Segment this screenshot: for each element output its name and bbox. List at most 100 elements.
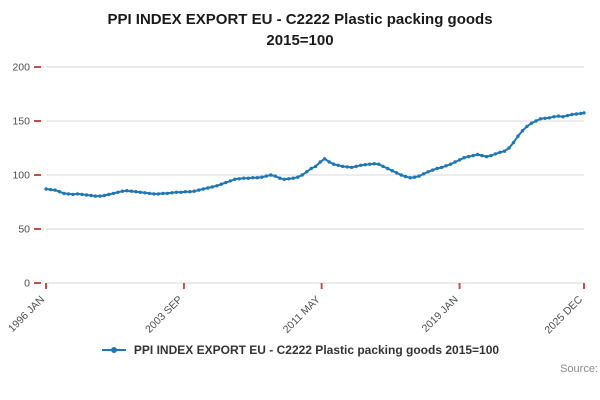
legend-line-marker-icon: [101, 347, 126, 353]
series-point: [62, 191, 66, 196]
series-point: [201, 187, 205, 191]
series-point: [242, 176, 246, 180]
series-point: [538, 117, 543, 121]
series-point: [372, 162, 376, 166]
series-line: [45, 111, 585, 198]
series-point: [197, 188, 201, 192]
series-point: [80, 192, 84, 197]
series-point: [377, 162, 381, 166]
series-point: [466, 154, 471, 159]
series-point: [556, 114, 561, 118]
series-point: [403, 174, 408, 179]
series-point: [525, 124, 529, 129]
series-point: [156, 192, 161, 196]
series-point: [84, 193, 89, 197]
legend-item[interactable]: PPI INDEX EXPORT EU - C2222 Plastic pack…: [0, 343, 600, 357]
series-point: [314, 164, 318, 169]
series-point: [448, 162, 453, 166]
series-point: [57, 190, 62, 194]
series-point: [309, 166, 313, 171]
series-point: [107, 192, 111, 197]
series-point: [368, 162, 372, 166]
series-point: [394, 171, 399, 175]
series-point: [516, 134, 520, 138]
series-point: [71, 192, 75, 197]
series-point: [138, 190, 143, 194]
chart-title-line2: 2015=100: [266, 32, 334, 49]
series-point: [246, 176, 250, 180]
series-point: [116, 190, 120, 194]
series-point: [498, 150, 502, 154]
series-point: [350, 165, 354, 170]
series-point: [296, 175, 300, 179]
series-point: [543, 116, 547, 121]
series-point: [102, 193, 107, 198]
series-point: [435, 166, 439, 171]
series-point: [89, 193, 93, 198]
series-point: [579, 111, 583, 116]
series-point: [161, 191, 165, 196]
series-point: [565, 113, 570, 118]
series-point: [53, 188, 57, 192]
y-tick-label: 50: [18, 224, 30, 236]
series-point: [453, 160, 457, 164]
series-point: [129, 189, 134, 193]
series-point: [260, 175, 264, 179]
series-point: [188, 190, 192, 194]
series-point: [390, 169, 394, 173]
x-tick-label: 2011 MAY: [281, 294, 323, 336]
series-point: [354, 164, 358, 169]
series-point: [412, 175, 417, 179]
series-point: [421, 172, 426, 176]
y-tick-label: 150: [12, 116, 30, 128]
series-point: [264, 174, 268, 178]
plot-area: 0 50 100 150 200 1996 JAN 2003 SEP 2011 MAY 2019…: [0, 51, 600, 339]
series-point: [210, 185, 214, 189]
series-point: [426, 170, 430, 174]
series-point: [215, 184, 219, 188]
series-point: [363, 163, 367, 167]
series-point: [305, 170, 309, 174]
series-point: [44, 187, 48, 191]
series-point: [219, 182, 223, 186]
series-point: [48, 187, 53, 192]
series-point: [507, 146, 511, 150]
y-tick-label: 200: [12, 62, 30, 74]
chart-title: PPI INDEX EXPORT EU - C2222 Plastic pack…: [0, 0, 600, 51]
series-point: [552, 115, 556, 119]
series-point: [165, 191, 170, 196]
series-point: [462, 156, 466, 160]
series-point: [251, 176, 255, 180]
series-point: [489, 153, 493, 158]
series-point: [237, 177, 241, 181]
series-point: [291, 176, 295, 180]
x-tick-label: 1996 JAN: [6, 294, 47, 335]
series-point: [561, 115, 565, 119]
series-point: [381, 164, 385, 169]
series-point: [300, 173, 304, 177]
series-point: [66, 192, 71, 196]
source-label: Source:: [560, 363, 598, 375]
series-point: [457, 158, 462, 162]
series-point: [174, 190, 179, 194]
series-point: [170, 191, 174, 195]
series-point: [529, 121, 534, 125]
x-tick-label: 2019 JAN: [420, 294, 461, 335]
series-point: [475, 152, 480, 157]
series-point: [327, 160, 331, 164]
series-point: [439, 165, 444, 170]
line-chart: 0 50 100 150 200 1996 JAN 2003 SEP 2011 MAY 2019…: [6, 62, 586, 336]
series-point: [147, 191, 152, 196]
series-point: [143, 191, 147, 195]
series-point: [206, 186, 210, 190]
series-point: [278, 176, 282, 180]
y-tick-label: 100: [12, 170, 30, 182]
series-point: [224, 180, 228, 185]
series-point: [520, 129, 525, 133]
series-point: [233, 177, 237, 181]
series-point: [336, 163, 340, 167]
series-point: [282, 177, 286, 181]
series-point: [345, 165, 349, 169]
x-tick-label: 2003 SEP: [143, 294, 185, 336]
